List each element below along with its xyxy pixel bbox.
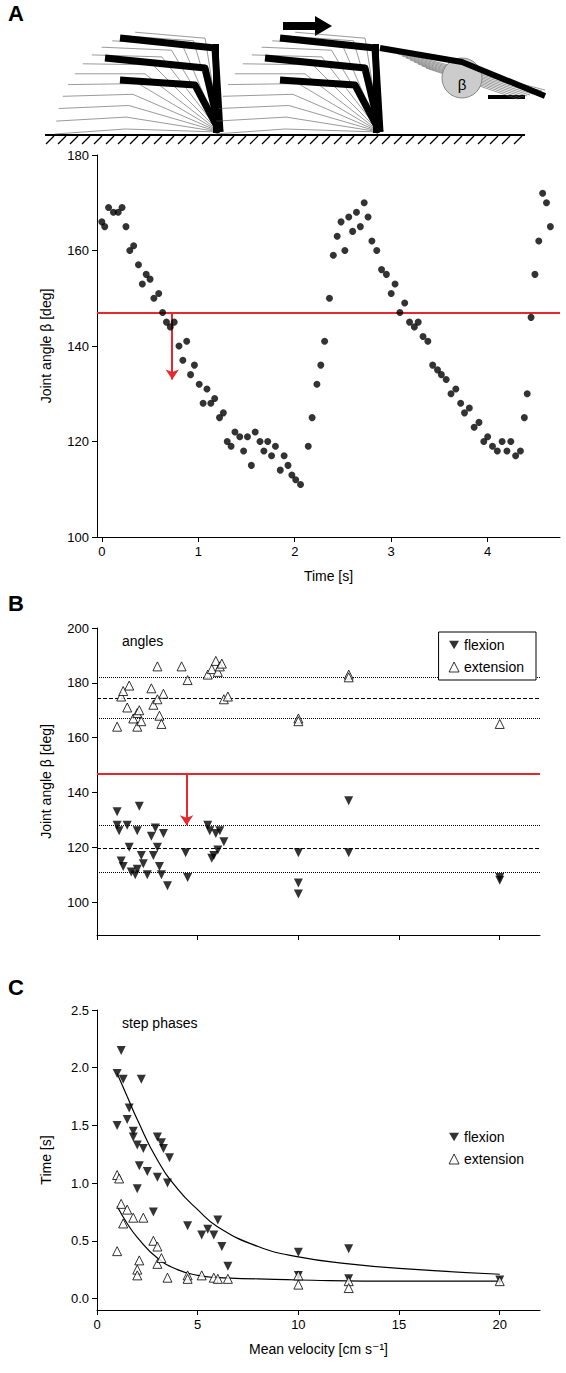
svg-text:160: 160 [67,730,89,745]
svg-text:0.5: 0.5 [71,1233,89,1248]
svg-text:β: β [458,76,467,93]
svg-text:A: A [8,1,24,26]
svg-text:Time [s]: Time [s] [38,1135,54,1184]
svg-text:Joint angle β [deg]: Joint angle β [deg] [38,724,54,839]
svg-text:2: 2 [291,544,298,559]
svg-text:180: 180 [67,675,89,690]
svg-text:B: B [8,591,24,616]
svg-text:flexion: flexion [464,1129,504,1145]
svg-text:140: 140 [67,785,89,800]
svg-text:1.0: 1.0 [71,1176,89,1191]
svg-text:Joint angle β [deg]: Joint angle β [deg] [38,289,54,404]
svg-text:step phases: step phases [122,1015,198,1031]
svg-text:200: 200 [67,621,89,636]
svg-text:Time [s]: Time [s] [304,568,353,584]
svg-text:120: 120 [67,434,89,449]
svg-text:angles: angles [122,633,163,649]
svg-text:15: 15 [392,1317,406,1332]
svg-text:3: 3 [388,544,395,559]
svg-text:Mean velocity [cm s⁻¹]: Mean velocity [cm s⁻¹] [249,1341,388,1357]
svg-text:1: 1 [195,544,202,559]
svg-text:1.5: 1.5 [71,1118,89,1133]
svg-text:160: 160 [67,243,89,258]
svg-text:extension: extension [464,1151,524,1167]
svg-text:5: 5 [194,1317,201,1332]
svg-text:0.0: 0.0 [71,1291,89,1306]
svg-text:extension: extension [464,659,524,675]
svg-text:2.0: 2.0 [71,1060,89,1075]
svg-text:C: C [8,975,24,1000]
svg-text:180: 180 [67,148,89,163]
svg-text:20: 20 [492,1317,506,1332]
svg-text:0: 0 [93,1317,100,1332]
svg-text:100: 100 [67,530,89,545]
svg-text:4: 4 [484,544,491,559]
svg-text:140: 140 [67,339,89,354]
svg-text:10: 10 [291,1317,305,1332]
svg-text:flexion: flexion [464,637,504,653]
svg-text:2.5: 2.5 [71,1003,89,1018]
svg-text:0: 0 [98,544,105,559]
svg-text:120: 120 [67,840,89,855]
svg-text:100: 100 [67,895,89,910]
